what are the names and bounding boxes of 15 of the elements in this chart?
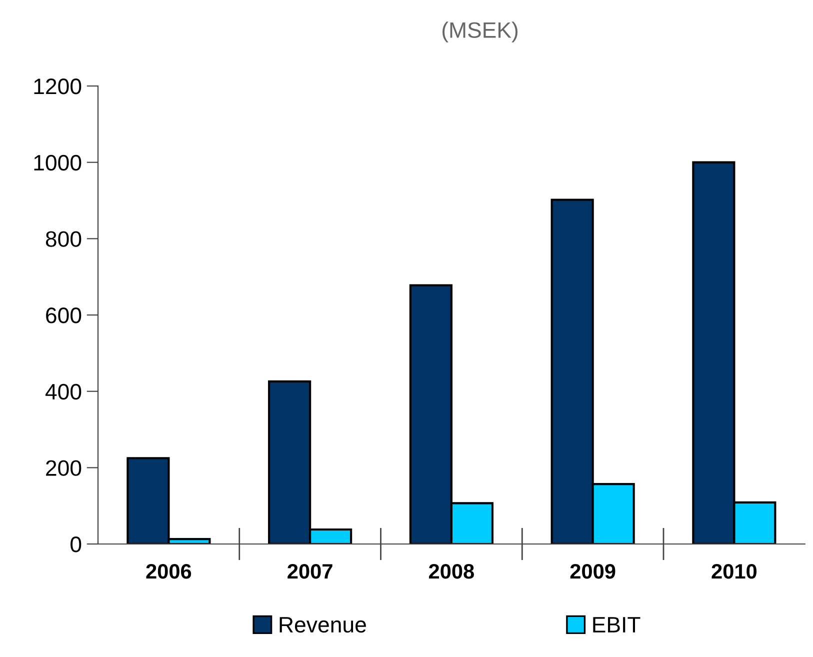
x-tick-label: 2010 [712,564,757,579]
x-tick-label: 2006 [146,564,192,579]
legend-label: EBIT [593,617,640,632]
y-tick-label: 800 [46,231,82,247]
legend-label: Revenue [280,617,366,633]
y-tick-label: 1000 [34,154,82,171]
y-tick-label: 400 [45,384,82,400]
y-tick-label: 200 [46,460,82,476]
x-tick-label: 2007 [288,564,332,579]
x-tick-label: 2008 [428,564,474,579]
y-tick-label: 1200 [34,78,82,94]
y-tick-label: 0 [70,536,82,552]
x-tick-label: 2009 [570,564,616,579]
chart-title: (MSEK) [442,22,518,42]
y-tick-label: 600 [46,308,82,324]
